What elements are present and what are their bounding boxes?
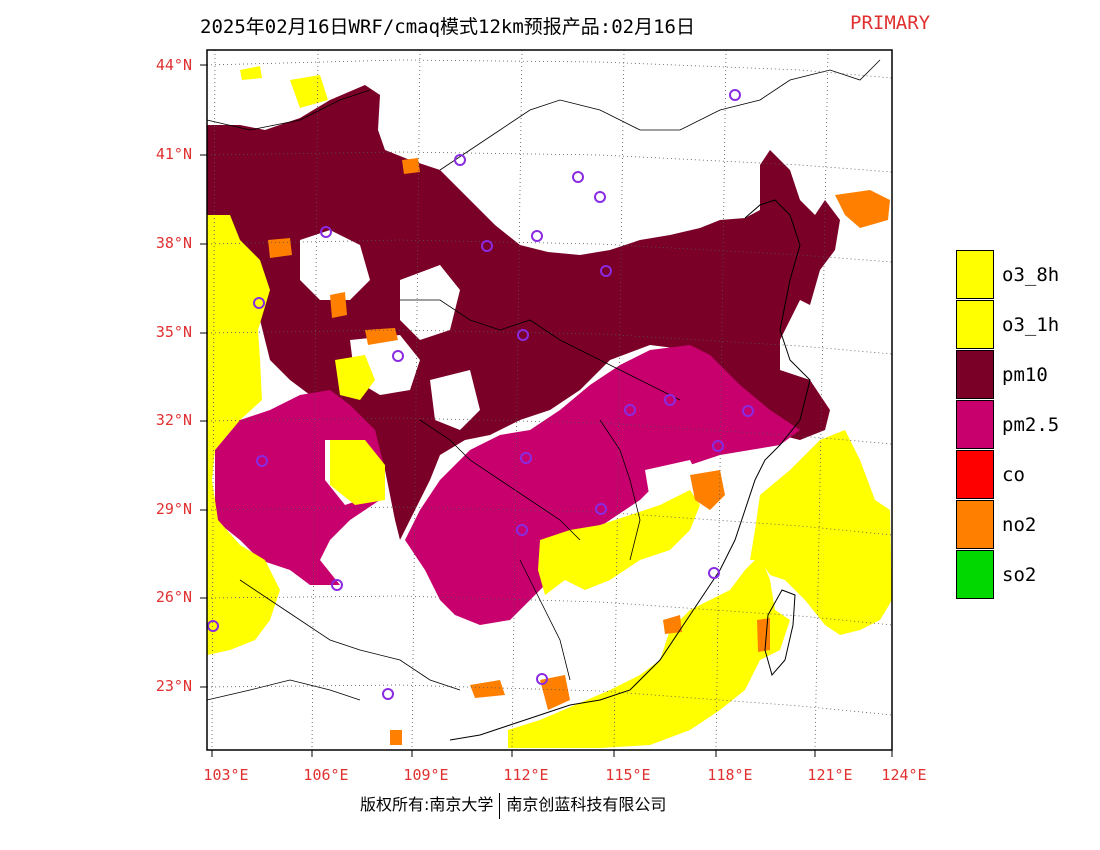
lon-label-103: 103°E <box>203 766 249 784</box>
legend-swatch <box>956 350 994 399</box>
station-marker <box>520 452 532 464</box>
clear-area <box>500 160 560 240</box>
map-frame <box>206 49 893 751</box>
province-border <box>400 299 681 681</box>
copyright-company: 南京创蓝科技有限公司 <box>506 795 667 814</box>
station-marker <box>572 171 584 183</box>
no2-patch <box>835 190 890 228</box>
station-marker <box>595 503 607 515</box>
station-markers <box>207 89 754 700</box>
station-marker <box>594 191 606 203</box>
map-title: 2025年02月16日WRF/cmaq模式12km预报产品:02月16日 <box>200 16 695 38</box>
station-marker <box>207 620 219 632</box>
legend-swatch <box>956 500 994 549</box>
lon-label-121: 121°E <box>807 766 853 784</box>
lon-label-109: 109°E <box>403 766 449 784</box>
station-marker <box>382 688 394 700</box>
no2-patch <box>540 675 570 710</box>
legend-label: o3_1h <box>1002 314 1060 336</box>
legend-swatch <box>956 300 994 349</box>
no2-patch <box>663 615 682 634</box>
pollutant-type-tag: PRIMARY <box>850 12 931 34</box>
station-marker <box>454 154 466 166</box>
lon-label-115: 115°E <box>605 766 651 784</box>
no2-patch <box>268 238 292 258</box>
station-marker <box>481 240 493 252</box>
no2-patch <box>402 158 420 174</box>
station-marker <box>531 230 543 242</box>
taiwan-outline <box>764 589 796 677</box>
legend-label: so2 <box>1002 564 1037 586</box>
station-marker <box>729 89 741 101</box>
lon-label-106: 106°E <box>303 766 349 784</box>
legend-swatch <box>956 250 994 299</box>
o3-region <box>750 430 892 635</box>
o3-region <box>207 215 280 655</box>
lat-label-35: 35°N <box>155 323 192 341</box>
station-marker <box>253 297 265 309</box>
station-marker <box>600 265 612 277</box>
o3-region <box>330 440 385 505</box>
o3-region <box>240 66 262 80</box>
province-border <box>206 579 461 701</box>
legend-label: pm2.5 <box>1002 414 1060 436</box>
legend-label: co <box>1002 464 1025 486</box>
legend-label: pm10 <box>1002 364 1048 386</box>
no2-patch <box>330 292 347 318</box>
lat-label-44: 44°N <box>155 56 192 74</box>
clear-area <box>430 370 480 430</box>
lon-label-112: 112°E <box>503 766 549 784</box>
no2-patch <box>690 470 725 510</box>
clear-area <box>645 460 700 500</box>
station-marker <box>712 440 724 452</box>
station-marker <box>742 405 754 417</box>
station-marker <box>664 394 676 406</box>
clear-area <box>300 230 370 300</box>
no2-patch <box>390 730 402 745</box>
axis-ticks <box>200 64 893 757</box>
footer-separator <box>499 792 501 819</box>
no2-patch <box>470 680 505 698</box>
lat-label-29: 29°N <box>155 500 192 518</box>
no2-patch <box>365 328 398 345</box>
legend-swatch <box>956 550 994 599</box>
o3-region <box>290 75 328 108</box>
lat-label-23: 23°N <box>155 677 192 695</box>
station-marker <box>256 455 268 467</box>
legend-swatch <box>956 450 994 499</box>
legend-label: o3_8h <box>1002 264 1060 286</box>
station-marker <box>392 350 404 362</box>
o3-region <box>335 355 375 400</box>
lon-label-118: 118°E <box>707 766 753 784</box>
lat-label-38: 38°N <box>155 234 192 252</box>
clear-area <box>400 265 460 340</box>
legend-swatch <box>956 400 994 449</box>
station-marker <box>517 329 529 341</box>
lat-label-41: 41°N <box>155 145 192 163</box>
station-marker <box>536 673 548 685</box>
coastline <box>449 199 811 741</box>
no2-patch <box>757 618 770 652</box>
lat-label-32: 32°N <box>155 411 192 429</box>
station-marker <box>331 579 343 591</box>
station-marker <box>516 524 528 536</box>
legend-label: no2 <box>1002 514 1037 536</box>
pm25-region <box>405 345 800 625</box>
lat-label-26: 26°N <box>155 588 192 606</box>
graticule <box>206 49 893 751</box>
copyright-owner: 版权所有:南京大学 <box>360 795 494 814</box>
station-marker <box>320 226 332 238</box>
station-marker <box>708 567 720 579</box>
pm25-region <box>215 390 385 585</box>
copyright-footer: 版权所有:南京大学 南京创蓝科技有限公司 <box>360 791 666 819</box>
station-marker <box>624 404 636 416</box>
lon-label-124: 124°E <box>881 766 927 784</box>
